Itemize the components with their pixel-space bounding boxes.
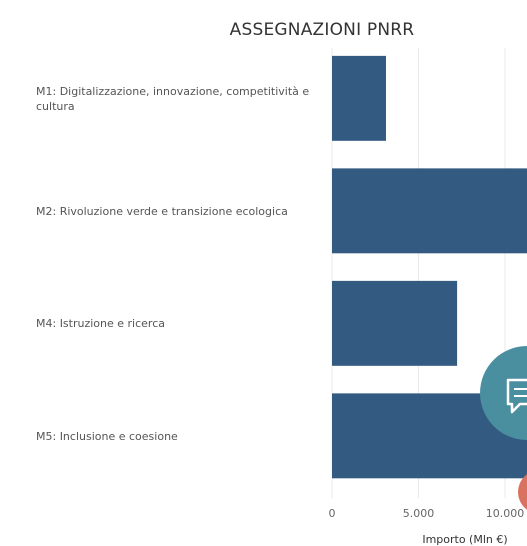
x-axis-label: Importo (Mln €) <box>422 533 507 546</box>
category-label: M1: Digitalizzazione, innovazione, compe… <box>36 84 310 113</box>
action-button[interactable] <box>518 470 527 514</box>
chat-button[interactable] <box>480 346 527 440</box>
bars <box>332 55 527 479</box>
bar <box>332 280 458 366</box>
category-label: M4: Istruzione e ricerca <box>36 317 165 331</box>
x-tick-label: 10.000 <box>486 507 525 520</box>
category-label: M2: Rivoluzione verde e transizione ecol… <box>36 204 288 218</box>
x-tick-label: 0 <box>329 507 336 520</box>
category-label: M5: Inclusione e coesione <box>36 429 178 443</box>
bar <box>332 168 527 254</box>
chart-title: ASSEGNAZIONI PNRR <box>229 20 415 40</box>
x-tick-label: 5.000 <box>403 507 435 520</box>
bar <box>332 55 386 141</box>
